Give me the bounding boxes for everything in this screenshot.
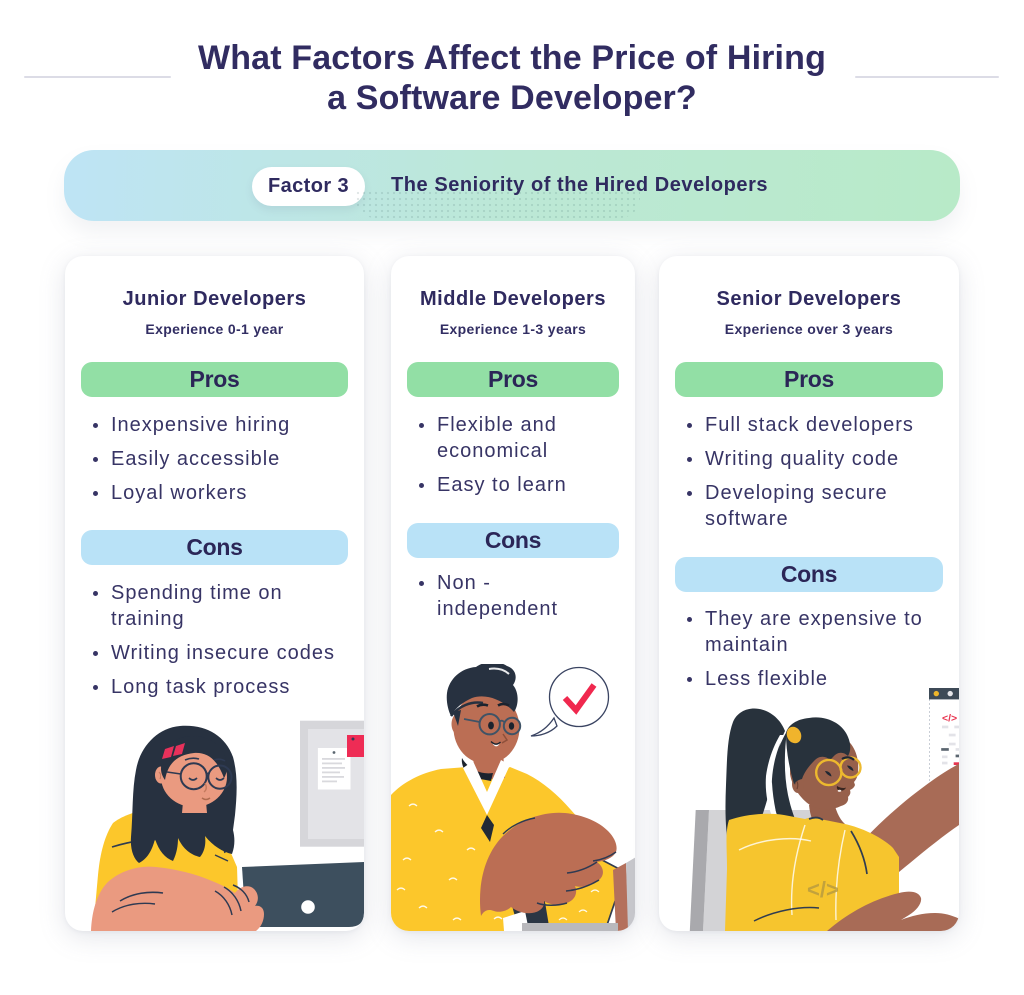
svg-text:</>: </> bbox=[807, 877, 839, 902]
svg-text:</>: </> bbox=[942, 713, 957, 725]
